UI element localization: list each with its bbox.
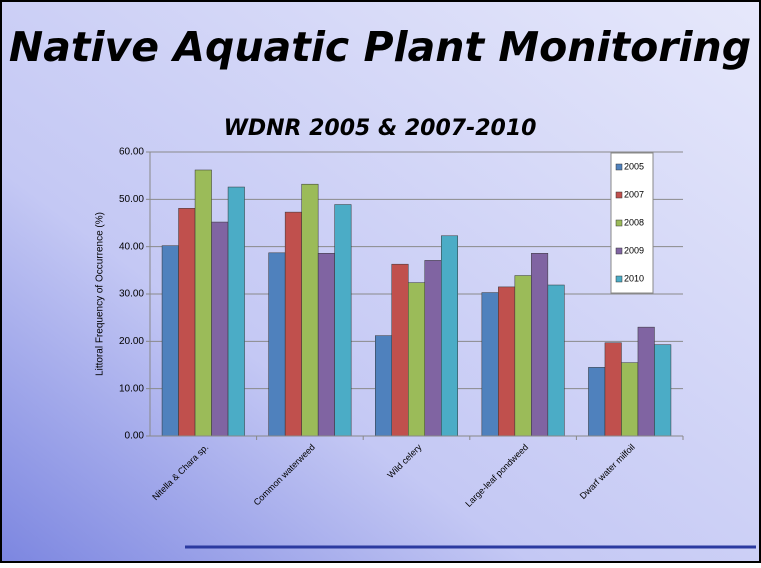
bar xyxy=(621,362,639,437)
legend-swatch xyxy=(615,219,623,227)
bar xyxy=(284,211,302,437)
y-tick-label: 50.00 xyxy=(119,194,144,205)
y-tick-label: 30.00 xyxy=(119,289,144,300)
bar xyxy=(211,221,229,437)
y-tick-label: 10.00 xyxy=(119,383,144,394)
bar xyxy=(178,208,196,437)
bar xyxy=(317,253,335,437)
bar xyxy=(375,335,392,437)
legend-label: 2010 xyxy=(624,273,644,283)
bar xyxy=(654,344,672,437)
bar xyxy=(194,169,212,437)
legend-swatch xyxy=(615,275,623,283)
bar xyxy=(637,326,655,437)
bar xyxy=(514,275,532,437)
y-tick-label: 60.00 xyxy=(119,147,144,158)
legend-label: 2005 xyxy=(624,161,644,171)
chart-subtitle: WDNR 2005 & 2007-2010 xyxy=(224,116,537,141)
legend-label: 2007 xyxy=(624,189,644,199)
bar xyxy=(301,183,319,437)
bar xyxy=(227,186,245,437)
legend-label: 2009 xyxy=(624,245,644,255)
legend-swatch xyxy=(615,247,623,255)
y-axis-label: Littoral Frequency of Occurrence (%) xyxy=(95,212,106,376)
bar xyxy=(268,252,286,437)
bar xyxy=(161,245,179,437)
bar xyxy=(588,367,606,437)
bar xyxy=(604,342,622,437)
legend-swatch xyxy=(615,163,623,171)
y-tick-label: 40.00 xyxy=(119,241,144,252)
bar xyxy=(408,282,425,437)
bar xyxy=(424,260,442,437)
bar xyxy=(547,284,565,437)
bar xyxy=(391,263,409,437)
y-tick-label: 0.00 xyxy=(125,431,145,442)
y-tick-label: 20.00 xyxy=(119,336,144,347)
bar xyxy=(531,253,549,437)
legend-label: 2008 xyxy=(624,217,644,227)
legend-swatch xyxy=(615,191,623,199)
bar xyxy=(334,204,352,437)
bar xyxy=(481,292,499,437)
chart-title: Native Aquatic Plant Monitoring xyxy=(9,23,751,71)
bar xyxy=(441,235,458,437)
bar xyxy=(498,286,516,437)
